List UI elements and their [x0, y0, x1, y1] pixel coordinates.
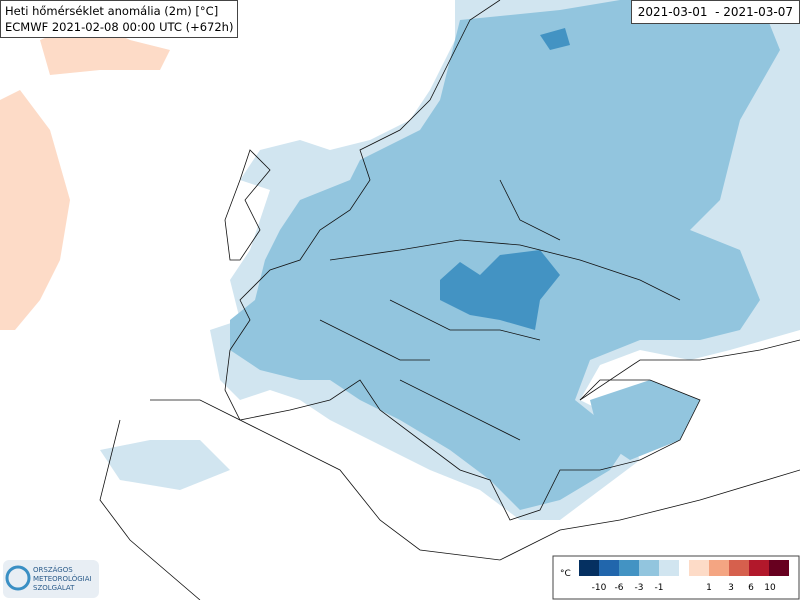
- legend-swatch: [639, 560, 659, 576]
- anomaly-dark-north: [540, 28, 570, 50]
- legend-swatch: [659, 560, 679, 576]
- legend-swatch: [709, 560, 729, 576]
- coastline: [224, 149, 271, 261]
- legend-swatch: [729, 560, 749, 576]
- legend-label: 1: [706, 583, 712, 593]
- legend-label: 10: [764, 583, 776, 593]
- anomaly-medium-east: [590, 380, 700, 460]
- title: Heti hőmérséklet anomália (2m) [°C]: [5, 4, 219, 18]
- coastline: [150, 399, 800, 561]
- legend-label: 6: [748, 583, 754, 593]
- coastline: [99, 419, 201, 600]
- legend-swatch: [769, 560, 789, 576]
- legend-label: 3: [728, 583, 734, 593]
- legend-swatch: [579, 560, 599, 576]
- date-range: 2021-03-01 - 2021-03-07: [630, 0, 800, 24]
- anomaly-light-west: [100, 440, 230, 490]
- coastline: [229, 0, 501, 351]
- legend-label: -1: [655, 583, 664, 593]
- legend-swatch: [749, 560, 769, 576]
- logo-line: SZOLGÁLAT: [33, 583, 75, 592]
- legend-unit: °C: [560, 569, 571, 579]
- legend-swatch: [619, 560, 639, 576]
- anomaly-dark: [440, 250, 560, 330]
- coastline: [224, 349, 701, 521]
- logo-icon: [5, 565, 31, 591]
- border: [319, 179, 681, 441]
- subtitle: ECMWF 2021-02-08 00:00 UTC (+672h): [5, 20, 234, 34]
- logo-line: ORSZÁGOS: [33, 565, 73, 574]
- title-box: Heti hőmérséklet anomália (2m) [°C] ECMW…: [0, 0, 239, 38]
- legend-swatch: [599, 560, 619, 576]
- legend-label: -6: [615, 583, 624, 593]
- legend-swatch: [689, 560, 709, 576]
- logo-line: METEOROLÓGIAI: [33, 574, 92, 583]
- legend-labels: -10 -6 -3 -1 1 3 6 10: [592, 583, 776, 593]
- anomaly-warm: [0, 90, 70, 330]
- legend-label: -10: [592, 583, 607, 593]
- coastline: [579, 339, 800, 401]
- legend-label: -3: [635, 583, 644, 593]
